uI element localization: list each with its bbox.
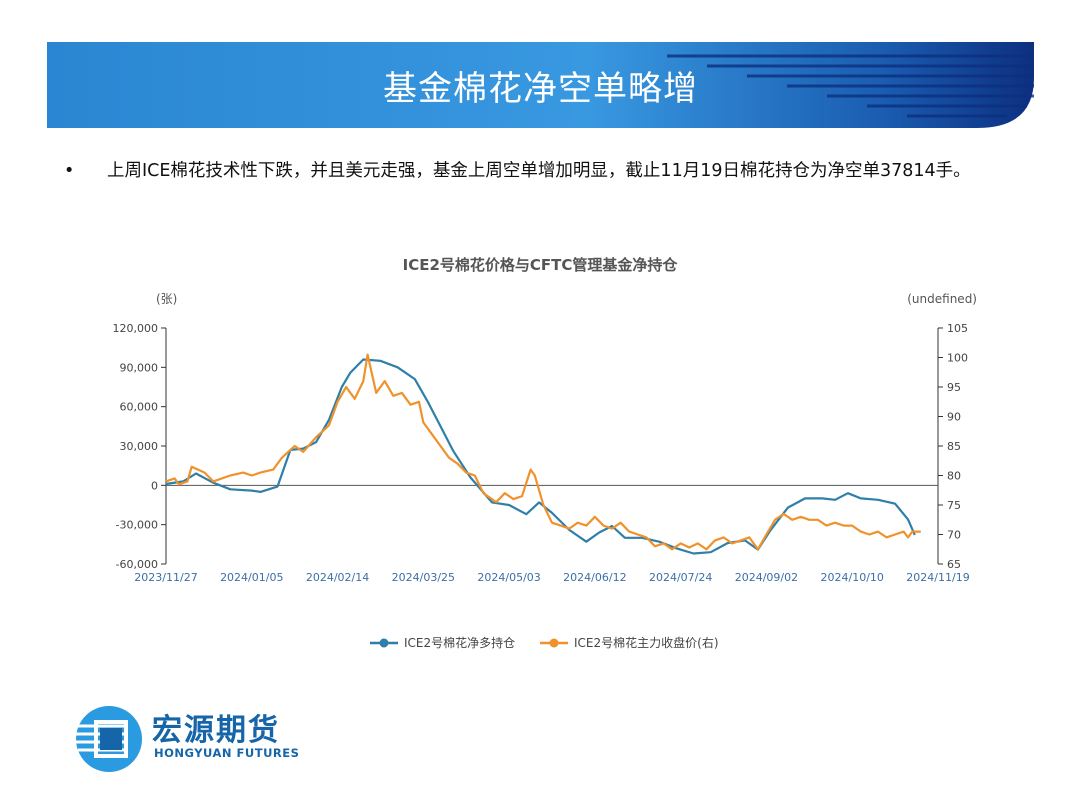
chart-series [165,353,921,555]
logo-name-cn: 宏源期货 [152,713,280,748]
x-tick-label: 2024/01/05 [220,571,283,584]
series-line-1 [165,358,916,555]
right-tick-label: 95 [947,381,961,394]
x-tick-label: 2023/11/27 [134,571,197,584]
chart-tick-labels: 120,000 90,000 60,000 30,000 0 -30,000 -60,000… [113,322,970,584]
left-tick-label: 120,000 [113,322,159,335]
chart-legend: ICE2号棉花净多持仓 ICE2号棉花主力收盘价(右) [370,635,719,650]
left-tick-label: 60,000 [120,401,159,414]
x-tick-label: 2024/06/12 [563,571,626,584]
left-tick-label: 30,000 [120,440,159,453]
right-tick-label: 105 [947,322,968,335]
right-tick-label: 65 [947,558,961,571]
logo-icon [76,706,142,772]
x-tick-label: 2024/07/24 [649,571,712,584]
right-tick-label: 90 [947,411,961,424]
legend-label-1: ICE2号棉花净多持仓 [404,635,515,650]
title-banner [47,42,1034,128]
left-tick-label: -30,000 [116,519,158,532]
right-tick-label: 100 [947,352,968,365]
chart: ICE2号棉花价格与CFTC管理基金净持仓 (张) (undefined) 12… [113,256,978,650]
logo-name-en: HONGYUAN FUTURES [154,746,300,760]
x-tick-label: 2024/10/10 [821,571,884,584]
right-axis-unit: (undefined) [907,292,977,306]
slide-title: 基金棉花净空单略增 [383,68,698,109]
chart-axes [161,327,943,565]
bullet-icon: • [64,161,75,181]
right-tick-label: 85 [947,440,961,453]
legend-marker-1 [379,638,389,648]
legend-marker-2 [549,638,559,648]
left-axis-unit: (张) [156,292,177,306]
company-logo: 宏源期货 HONGYUAN FUTURES [74,700,314,780]
series-line-2 [165,353,921,551]
left-tick-label: 90,000 [120,361,159,374]
x-tick-label: 2024/05/03 [477,571,540,584]
legend-label-2: ICE2号棉花主力收盘价(右) [574,635,719,650]
x-tick-label: 2024/11/19 [906,571,969,584]
x-tick-label: 2024/03/25 [392,571,455,584]
x-tick-label: 2024/09/02 [735,571,798,584]
bullet-text: 上周ICE棉花技术性下跌，并且美元走强，基金上周空单增加明显，截止11月19日棉… [107,161,971,181]
right-tick-label: 70 [947,529,961,542]
x-tick-label: 2024/02/14 [306,571,369,584]
left-tick-label: 0 [151,479,158,492]
chart-title: ICE2号棉花价格与CFTC管理基金净持仓 [403,256,679,274]
right-tick-label: 80 [947,470,961,483]
right-tick-label: 75 [947,499,961,512]
left-tick-label: -60,000 [116,558,158,571]
